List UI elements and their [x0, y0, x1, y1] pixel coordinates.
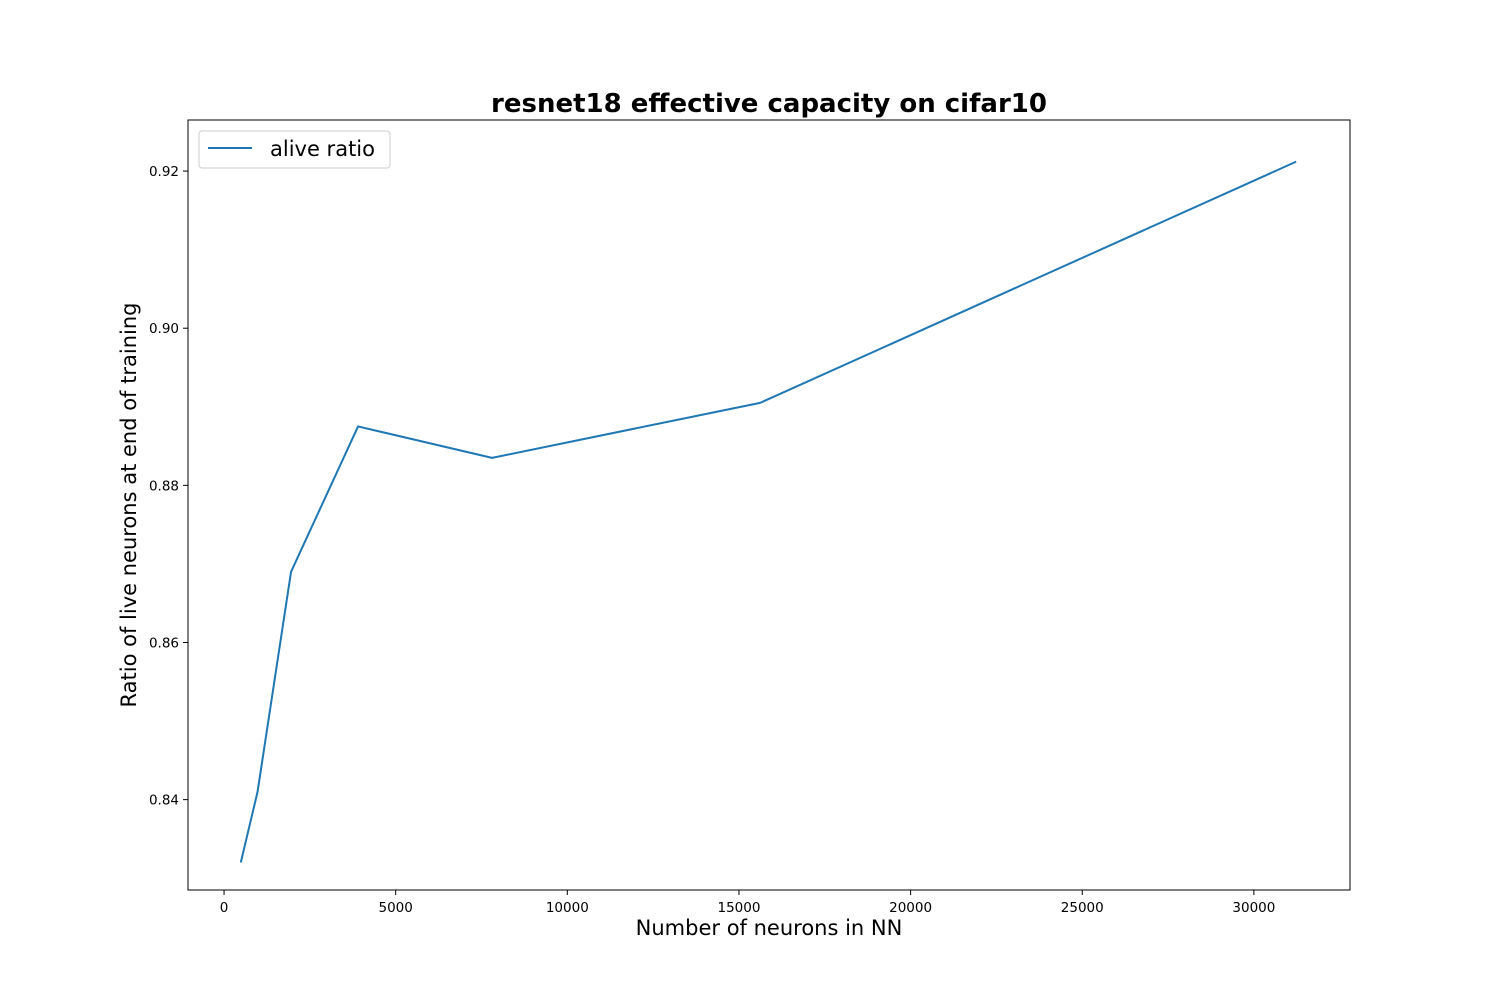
- y-tick-label: 0.84: [149, 793, 179, 809]
- y-tick-label: 0.86: [149, 636, 179, 652]
- x-tick-label: 5000: [379, 900, 413, 916]
- x-axis-label: Number of neurons in NN: [636, 916, 903, 940]
- y-axis-label: Ratio of live neurons at end of training: [117, 303, 141, 708]
- chart-title: resnet18 effective capacity on cifar10: [491, 89, 1047, 119]
- y-tick-label: 0.88: [149, 478, 179, 494]
- y-tick-label: 0.92: [149, 164, 179, 180]
- x-axis-ticks: 0 5000 10000 15000 20000 25000 30000: [220, 890, 1275, 916]
- plot-frame: [187, 119, 1351, 891]
- plot-area: 0 5000 10000 15000 20000 25000 30000 0.840.860…: [149, 119, 1351, 916]
- legend-label-alive-ratio: alive ratio: [270, 137, 375, 161]
- x-tick-label: 0: [220, 900, 229, 916]
- x-tick-label: 15000: [717, 900, 760, 916]
- y-axis-ticks: 0.84 0.86 0.88 0.90 0.92: [149, 164, 188, 809]
- x-tick-label: 10000: [546, 900, 589, 916]
- x-tick-label: 30000: [1232, 900, 1275, 916]
- series-layer: [239, 160, 1297, 863]
- x-tick-label: 20000: [889, 900, 932, 916]
- x-tick-label: 25000: [1061, 900, 1104, 916]
- y-tick-label: 0.90: [149, 321, 179, 337]
- legend-box: [198, 130, 391, 169]
- legend: alive ratio: [198, 130, 391, 169]
